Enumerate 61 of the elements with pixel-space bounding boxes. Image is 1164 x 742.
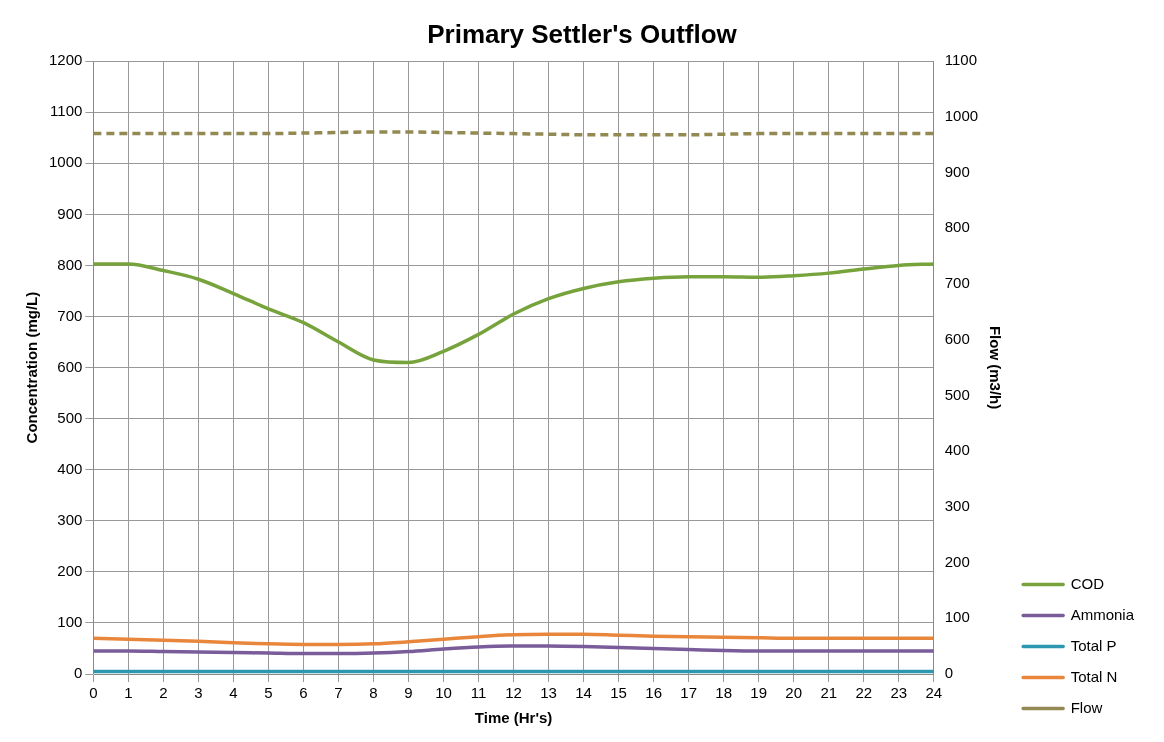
line-series — [93, 644, 934, 656]
x-tick-label: 19 — [750, 684, 768, 702]
y2-tick-label: 200 — [944, 552, 970, 570]
x-tick-label: 5 — [264, 684, 273, 702]
y2-tick-label: 300 — [944, 497, 970, 515]
y2-tick-label: 1100 — [944, 51, 978, 69]
x-tick-label: 6 — [299, 684, 308, 702]
y-axis-title: Concentration (mg/L) — [23, 291, 41, 444]
x-axis-title: Time (Hr's) — [474, 709, 553, 727]
x-tick-label: 7 — [334, 684, 343, 702]
x-tick-label: 24 — [925, 684, 943, 702]
y2-tick-label: 500 — [944, 385, 970, 403]
x-tick-label: 12 — [505, 684, 522, 702]
y-tick-label: 100 — [57, 613, 83, 631]
y-tick-label: 600 — [57, 357, 83, 375]
x-tick-label: 1 — [124, 684, 133, 702]
x-tick-label: 14 — [575, 684, 592, 702]
x-tick-label: 15 — [610, 684, 627, 702]
y2-tick-label: 900 — [944, 162, 970, 180]
y-tick-label: 800 — [57, 255, 83, 273]
x-tick-label: 8 — [369, 684, 378, 702]
x-tick-label: 11 — [470, 684, 487, 702]
y-tick-label: 1200 — [48, 51, 83, 69]
x-tick-label: 2 — [159, 684, 168, 702]
y-tick-label: 300 — [57, 510, 83, 528]
legend-label: Total P — [1070, 636, 1117, 654]
line-series — [93, 632, 934, 647]
legend-label: Total N — [1070, 667, 1118, 685]
chart-title: Primary Settler's Outflow — [427, 18, 738, 49]
x-tick-label: 18 — [715, 684, 733, 702]
x-tick-label: 16 — [645, 684, 662, 702]
y-tick-label: 400 — [57, 459, 83, 477]
x-tick-label: 4 — [229, 684, 238, 702]
x-tick-label: 21 — [820, 684, 838, 702]
x-tick-label: 22 — [855, 684, 873, 702]
y2-tick-label: 0 — [944, 664, 954, 682]
y2-tick-label: 800 — [944, 218, 970, 236]
x-tick-label: 17 — [680, 684, 697, 702]
y-tick-label: 700 — [57, 306, 83, 324]
y2-tick-label: 600 — [944, 329, 970, 347]
legend-label: Flow — [1070, 698, 1103, 716]
y-tick-label: 0 — [74, 664, 83, 682]
x-tick-label: 10 — [435, 684, 452, 702]
x-tick-label: 13 — [540, 684, 557, 702]
y-tick-label: 500 — [57, 408, 83, 426]
x-tick-label: 23 — [890, 684, 908, 702]
legend-label: Ammonia — [1070, 605, 1135, 623]
y2-tick-label: 100 — [944, 608, 970, 626]
legend-label: COD — [1070, 574, 1105, 592]
x-tick-label: 20 — [785, 684, 803, 702]
y-tick-label: 1100 — [50, 102, 83, 120]
y2-tick-label: 400 — [944, 441, 970, 459]
x-tick-label: 3 — [194, 684, 203, 702]
x-tick-label: 0 — [89, 684, 98, 702]
y-tick-label: 900 — [57, 204, 83, 222]
y-tick-label: 1000 — [48, 153, 83, 171]
y2-tick-label: 1000 — [944, 107, 979, 125]
x-tick-label: 9 — [404, 684, 413, 702]
y2-tick-label: 700 — [944, 274, 970, 292]
y-tick-label: 200 — [57, 562, 83, 580]
y2-axis-title: Flow (m3/h) — [987, 325, 1004, 410]
